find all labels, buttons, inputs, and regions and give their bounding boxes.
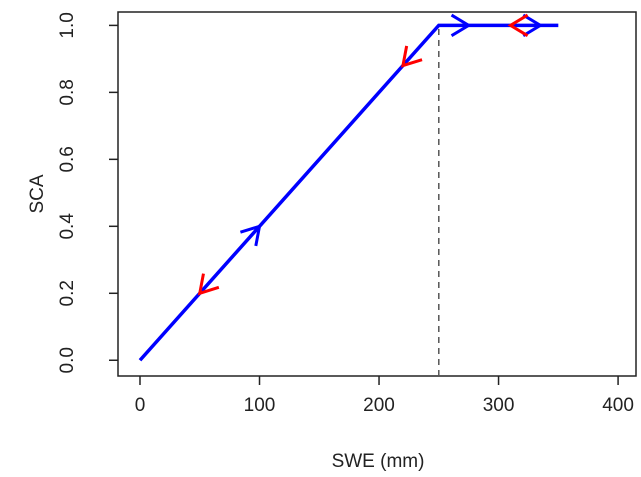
x-tick-label: 100 bbox=[244, 395, 276, 416]
x-tick-label: 0 bbox=[135, 395, 146, 416]
direction-arrow bbox=[400, 45, 423, 68]
y-tick-label: 0.6 bbox=[57, 146, 78, 172]
direction-arrow bbox=[197, 273, 220, 296]
x-tick-label: 400 bbox=[602, 395, 634, 416]
x-tick-label: 200 bbox=[363, 395, 395, 416]
x-axis-title: SWE (mm) bbox=[332, 451, 425, 472]
y-axis-title: SCA bbox=[27, 174, 48, 213]
y-tick-label: 0.0 bbox=[57, 347, 78, 373]
x-tick-label: 300 bbox=[483, 395, 515, 416]
direction-arrow bbox=[450, 13, 472, 37]
y-tick-label: 0.8 bbox=[57, 79, 78, 105]
direction-arrow bbox=[507, 13, 529, 37]
data-line bbox=[138, 23, 559, 362]
y-tick-label: 0.2 bbox=[57, 280, 78, 306]
direction-arrow bbox=[522, 13, 544, 37]
y-tick-label: 1.0 bbox=[57, 12, 78, 38]
direction-arrow bbox=[239, 224, 262, 247]
y-tick-label: 0.4 bbox=[57, 213, 78, 240]
plot-frame bbox=[117, 11, 637, 377]
